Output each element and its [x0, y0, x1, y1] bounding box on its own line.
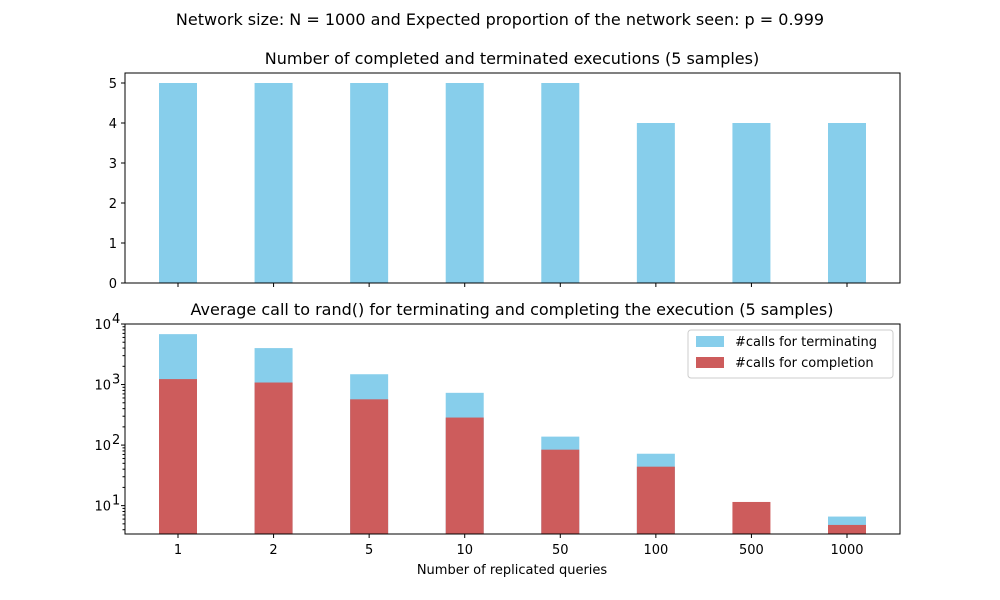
bar-completion-500	[732, 501, 771, 534]
bottom-y-tick-label: 10	[94, 500, 111, 515]
top-panel-frame	[124, 72, 901, 284]
top-y-tick-label: 2	[109, 197, 117, 212]
figure-suptitle: Network size: N = 1000 and Expected prop…	[176, 10, 824, 29]
bar-top-1	[159, 83, 197, 283]
bottom-panel-bars	[159, 334, 866, 534]
bottom-panel-x-axis: 1 2 5 10 50 100 500 1000	[174, 534, 864, 558]
bottom-x-tick-label: 1	[174, 543, 182, 558]
bar-completion-1000	[828, 524, 866, 534]
legend: #calls for terminating #calls for comple…	[687, 329, 894, 379]
bar-top-10	[445, 83, 484, 283]
bottom-y-tick-exponent: 4	[112, 312, 120, 327]
legend-label-completion: #calls for completion	[735, 356, 874, 371]
bottom-panel-title: Average call to rand() for terminating a…	[191, 300, 834, 319]
bar-top-2	[254, 83, 293, 283]
bar-completion-50	[541, 449, 580, 534]
x-axis-label: Number of replicated queries	[417, 563, 608, 578]
bottom-x-tick-label: 5	[365, 543, 373, 558]
bottom-panel-frame	[124, 323, 901, 535]
bar-top-500	[732, 123, 771, 283]
bar-completion-10	[445, 417, 484, 534]
bottom-y-tick-exponent: 2	[112, 433, 120, 448]
bottom-y-tick-label: 10	[94, 379, 111, 394]
legend-box	[687, 329, 894, 379]
top-panel-y-axis: 0 1 2 3 4 5	[109, 77, 125, 292]
top-panel-title: Number of completed and terminated execu…	[265, 49, 759, 68]
top-y-tick-label: 3	[109, 157, 117, 172]
bar-completion-100	[636, 466, 675, 534]
bar-completion-1	[159, 379, 197, 534]
top-y-tick-label: 0	[109, 277, 117, 292]
bottom-x-tick-label: 1000	[830, 543, 863, 558]
bar-top-50	[541, 83, 580, 283]
bottom-x-tick-label: 500	[739, 543, 764, 558]
bottom-x-tick-label: 10	[456, 543, 473, 558]
bar-completion-5	[350, 399, 389, 534]
top-panel-x-axis	[177, 283, 848, 287]
top-y-tick-label: 5	[109, 77, 117, 92]
top-y-tick-label: 4	[109, 117, 117, 132]
bar-top-1000	[828, 123, 866, 283]
top-y-tick-label: 1	[109, 237, 117, 252]
bottom-y-tick-label: 10	[94, 439, 111, 454]
bar-completion-2	[254, 382, 293, 534]
bottom-y-tick-exponent: 3	[112, 373, 120, 388]
legend-label-terminating: #calls for terminating	[735, 335, 877, 350]
bottom-y-tick-label: 10	[94, 318, 111, 333]
top-panel-bars	[159, 83, 866, 283]
bottom-x-tick-label: 50	[552, 543, 569, 558]
bottom-y-tick-exponent: 1	[112, 494, 120, 509]
bottom-panel: Average call to rand() for terminating a…	[94, 300, 901, 578]
bar-top-100	[636, 123, 675, 283]
bottom-x-tick-label: 100	[643, 543, 668, 558]
legend-swatch-completion	[696, 357, 724, 368]
legend-swatch-terminating	[696, 336, 724, 347]
bar-top-5	[350, 83, 389, 283]
bottom-x-tick-label: 2	[269, 543, 277, 558]
top-panel: Number of completed and terminated execu…	[109, 49, 901, 292]
